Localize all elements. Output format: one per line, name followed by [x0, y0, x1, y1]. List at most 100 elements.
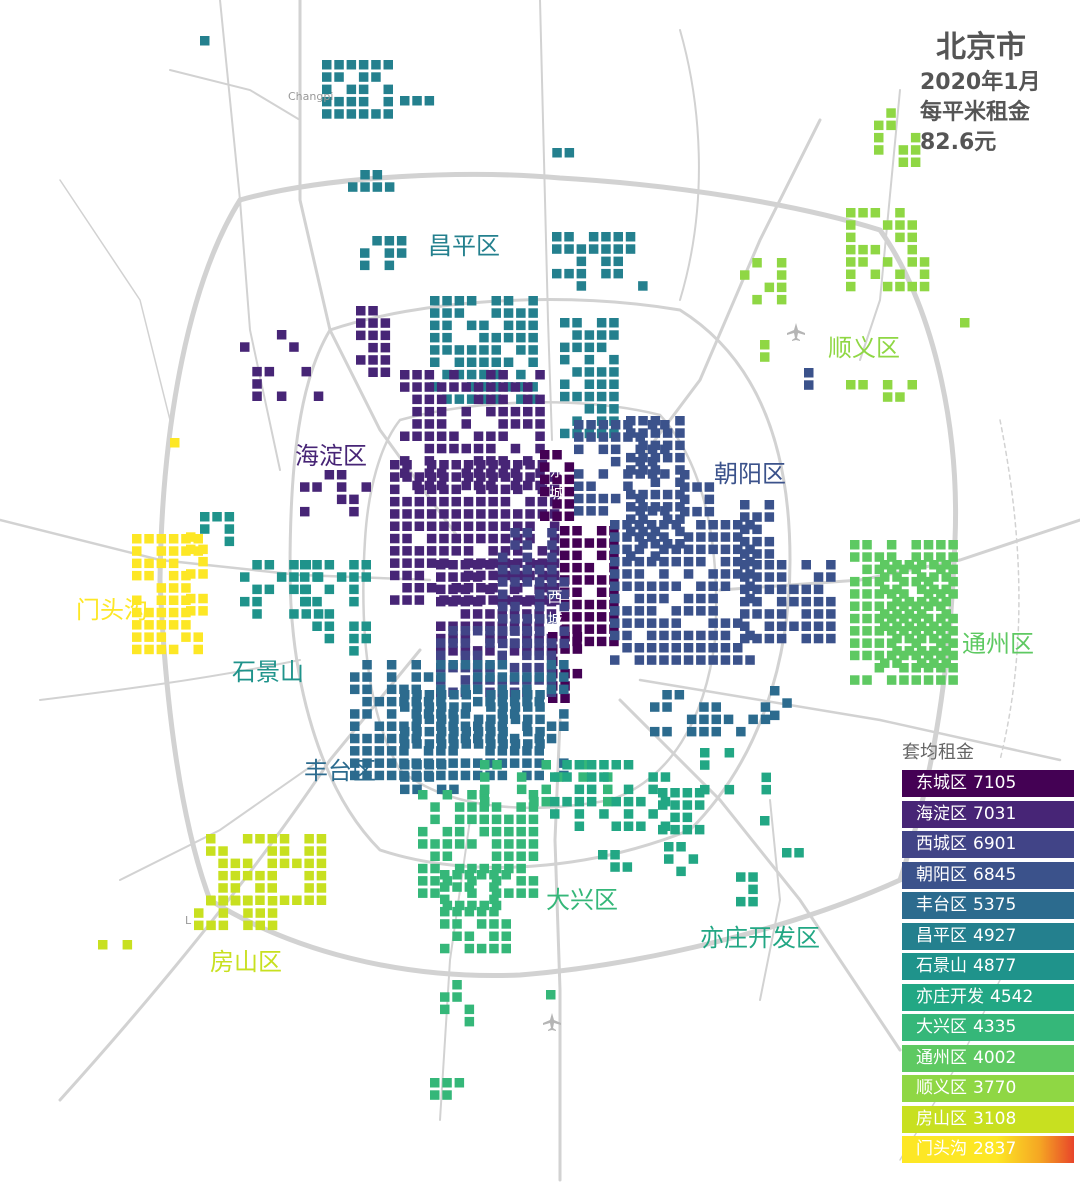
grid-cell [596, 330, 607, 340]
grid-cell [460, 609, 471, 619]
grid-cell [485, 626, 495, 636]
grid-cell [386, 660, 397, 670]
grid-cell [384, 248, 395, 258]
grid-cell [638, 502, 648, 512]
grid-cell [436, 733, 446, 744]
grid-cell [498, 638, 508, 649]
grid-cell [548, 632, 558, 642]
grid-cell [650, 551, 661, 561]
grid-cell [442, 790, 453, 800]
grid-cell [609, 354, 619, 365]
grid-cell [460, 675, 471, 685]
grid-cell [522, 696, 532, 707]
grid-cell [916, 596, 927, 607]
grid-cell [658, 788, 668, 798]
grid-cell [680, 506, 690, 517]
grid-cell [895, 208, 905, 218]
grid-cell [699, 714, 709, 725]
grid-cell [442, 296, 452, 306]
grid-cell [537, 570, 548, 581]
grid-cell [485, 584, 495, 595]
grid-cell [156, 546, 167, 556]
grid-cell [696, 643, 706, 653]
grid-cell [324, 621, 335, 631]
grid-cell [334, 109, 344, 119]
grid-cell [892, 584, 902, 595]
grid-cell [576, 281, 587, 291]
grid-cell [426, 509, 437, 519]
grid-cell [523, 714, 533, 725]
grid-cell [789, 621, 799, 631]
grid-cell [479, 394, 489, 404]
grid-cell [534, 584, 544, 595]
grid-cell [534, 638, 544, 648]
grid-cell [449, 443, 459, 454]
grid-cell [242, 870, 253, 881]
grid-cell [846, 281, 856, 292]
grid-cell [752, 536, 762, 547]
grid-cell [745, 581, 755, 591]
grid-cell [200, 36, 210, 46]
grid-cell [439, 546, 449, 556]
grid-cell [911, 540, 921, 550]
grid-cell [572, 550, 582, 561]
grid-cell [598, 432, 609, 442]
grid-cell [874, 589, 885, 599]
grid-cell [761, 784, 771, 795]
grid-cell [194, 908, 204, 918]
grid-cell [564, 499, 575, 509]
grid-cell [509, 646, 520, 656]
grid-cell [776, 294, 787, 305]
grid-cell [523, 480, 533, 491]
grid-cell [316, 834, 327, 844]
grid-cell [491, 839, 502, 849]
grid-cell [218, 920, 229, 931]
grid-cell [675, 514, 685, 524]
grid-cell [880, 609, 890, 619]
grid-cell [610, 850, 620, 860]
grid-cell [610, 520, 620, 530]
grid-cell [426, 558, 437, 568]
grid-cell [529, 796, 539, 807]
grid-cell [936, 638, 946, 648]
grid-cell [623, 821, 634, 831]
grid-cell [168, 534, 179, 544]
grid-cell [430, 839, 440, 849]
grid-cell [675, 502, 685, 512]
grid-cell [648, 772, 658, 782]
grid-cell [525, 533, 535, 544]
grid-cell [752, 294, 762, 305]
grid-cell [334, 72, 344, 82]
grid-cell [313, 391, 324, 401]
grid-cell [436, 746, 446, 756]
grid-cell [358, 109, 369, 119]
grid-cell [430, 802, 440, 812]
grid-cell [936, 601, 946, 611]
grid-cell [386, 746, 397, 756]
title-block: 北京市 2020年1月 每平米租金 82.6元 [920, 28, 1041, 158]
grid-cell [198, 593, 208, 604]
grid-cell [454, 394, 465, 404]
grid-cell [436, 721, 446, 731]
grid-cell [240, 342, 250, 352]
grid-cell [752, 560, 762, 570]
grid-cell [522, 614, 533, 624]
grid-cell [255, 920, 265, 931]
grid-cell [898, 145, 909, 155]
grid-cell [874, 601, 885, 611]
grid-cell [638, 514, 648, 524]
grid-cell [252, 584, 262, 595]
grid-cell [472, 609, 483, 619]
grid-cell [740, 621, 750, 631]
grid-cell [622, 556, 632, 567]
grid-cell [552, 268, 562, 279]
grid-cell [680, 494, 690, 505]
grid-cell [895, 269, 905, 279]
grid-cell [442, 308, 452, 318]
grid-cell [646, 532, 657, 542]
grid-cell [449, 726, 459, 737]
grid-cell [300, 596, 310, 607]
grid-cell [400, 96, 410, 106]
grid-cell [596, 599, 607, 610]
